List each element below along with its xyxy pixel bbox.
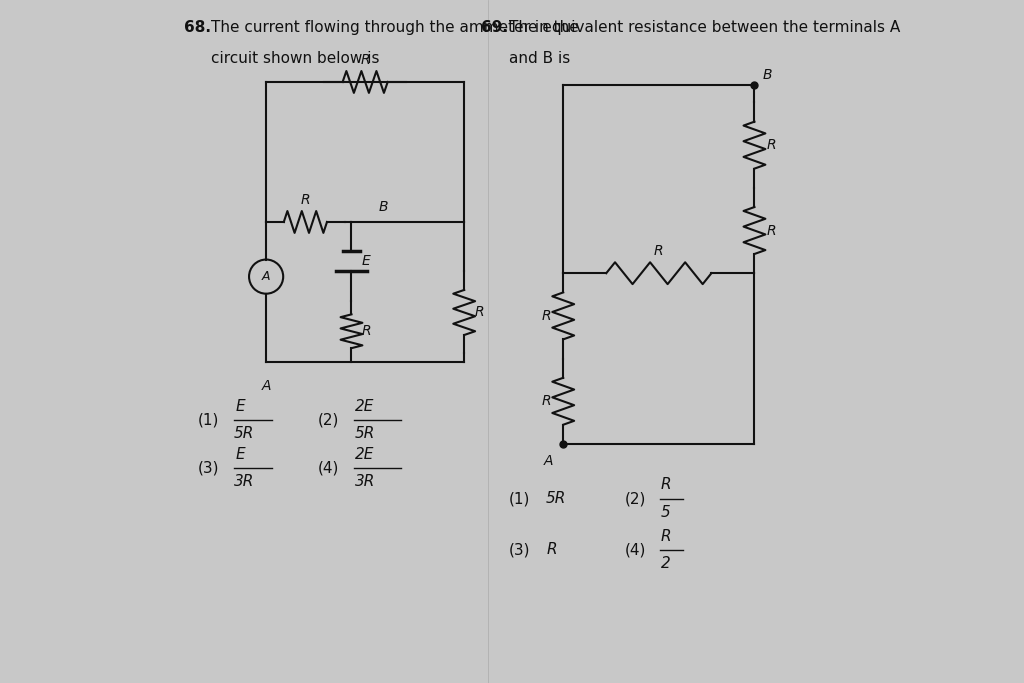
Text: 5R: 5R — [355, 426, 375, 441]
Text: R: R — [361, 324, 372, 338]
Text: 5R: 5R — [546, 491, 566, 506]
Text: R: R — [660, 477, 672, 492]
Text: E: E — [361, 254, 371, 268]
Text: (3): (3) — [198, 460, 219, 475]
Text: (2): (2) — [625, 491, 646, 506]
Text: B: B — [379, 200, 388, 214]
Text: (3): (3) — [509, 542, 530, 557]
Text: and B is: and B is — [509, 51, 569, 66]
Text: The equivalent resistance between the terminals A: The equivalent resistance between the te… — [509, 20, 900, 36]
Text: 2E: 2E — [355, 447, 375, 462]
Text: 5: 5 — [660, 505, 671, 520]
Text: (4): (4) — [625, 542, 646, 557]
Text: R: R — [542, 309, 551, 323]
Text: (1): (1) — [509, 491, 530, 506]
Text: (2): (2) — [317, 413, 339, 428]
Text: A: A — [544, 454, 553, 468]
Text: E: E — [236, 399, 245, 414]
Text: R: R — [546, 542, 557, 557]
Text: R: R — [474, 305, 484, 320]
Text: The current flowing through the ammeter in the: The current flowing through the ammeter … — [212, 20, 580, 36]
Text: B: B — [763, 68, 772, 82]
Text: E: E — [236, 447, 245, 462]
Text: R: R — [767, 223, 776, 238]
Text: 68.: 68. — [184, 20, 211, 36]
Text: 3R: 3R — [234, 474, 254, 489]
Text: 2E: 2E — [355, 399, 375, 414]
Text: R: R — [301, 193, 310, 207]
Text: (1): (1) — [198, 413, 219, 428]
Text: A: A — [262, 270, 270, 283]
Text: 69.: 69. — [481, 20, 508, 36]
Text: R: R — [542, 394, 551, 408]
Text: 3R: 3R — [355, 474, 375, 489]
Text: 5R: 5R — [234, 426, 254, 441]
Text: R: R — [767, 138, 776, 152]
Text: R: R — [660, 529, 672, 544]
Text: R: R — [654, 245, 664, 258]
Text: (4): (4) — [317, 460, 339, 475]
Text: A: A — [261, 379, 271, 393]
Text: 2: 2 — [660, 556, 671, 571]
Text: circuit shown below is: circuit shown below is — [212, 51, 380, 66]
Text: R: R — [360, 53, 370, 67]
